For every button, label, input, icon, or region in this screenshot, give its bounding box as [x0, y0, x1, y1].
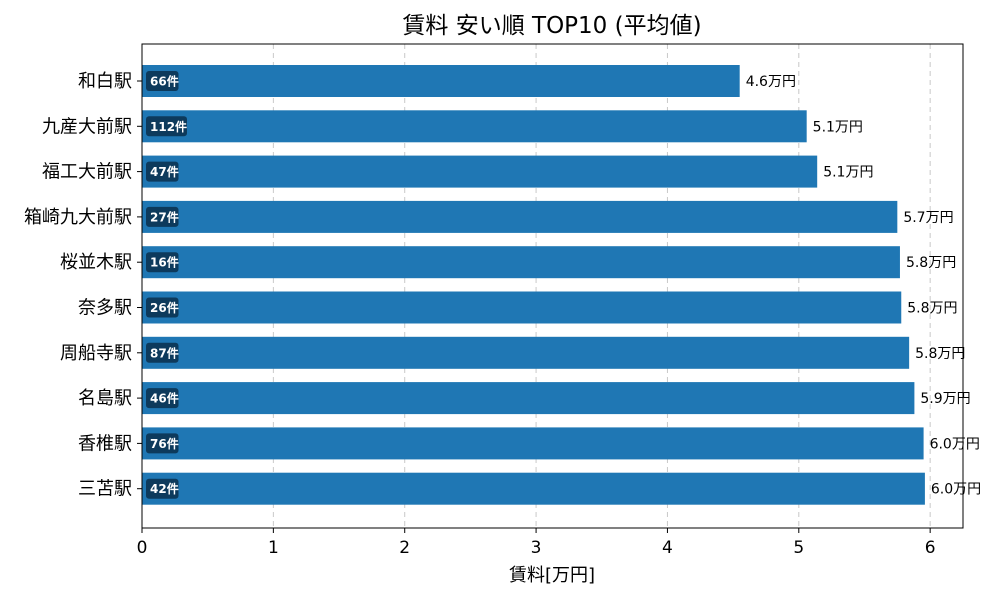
- count-badge: [146, 433, 179, 454]
- bar: [142, 291, 902, 324]
- value-label: 5.9万円: [920, 391, 970, 407]
- value-label: 4.6万円: [746, 74, 796, 90]
- bar: [142, 246, 900, 279]
- x-axis-label: 賃料[万円]: [509, 565, 595, 586]
- value-label: 6.0万円: [931, 482, 981, 498]
- x-tick-label: 0: [137, 538, 148, 558]
- value-label: 5.8万円: [906, 255, 956, 271]
- x-tick-label: 2: [399, 538, 410, 558]
- count-label: 46件: [150, 391, 179, 406]
- count-label: 47件: [150, 164, 179, 179]
- y-tick-label: 三苫駅: [78, 479, 132, 500]
- count-badge: [146, 206, 179, 227]
- bar: [142, 155, 818, 188]
- y-tick-label: 名島駅: [78, 388, 132, 409]
- bar: [142, 472, 925, 505]
- count-label: 42件: [150, 481, 179, 496]
- count-badge: [146, 116, 187, 137]
- y-tick-label: 香椎駅: [78, 433, 132, 454]
- count-label: 66件: [150, 74, 179, 89]
- count-label: 76件: [150, 436, 179, 451]
- value-label: 5.7万円: [903, 210, 953, 226]
- x-tick-label: 1: [268, 538, 279, 558]
- y-tick-label: 桜並木駅: [60, 252, 132, 273]
- bars: 66件 4.6万円 112件 5.1万円 47件 5.1万円 27件 5.7万円 16件 5.8万…: [142, 65, 981, 505]
- count-label: 26件: [150, 300, 179, 315]
- x-tick-label: 5: [793, 538, 804, 558]
- count-badge: [146, 342, 179, 363]
- count-badge: [146, 71, 179, 91]
- value-label: 5.8万円: [915, 346, 965, 362]
- count-badge: [146, 478, 179, 499]
- x-axis: 0 1 2 3 4 5 6: [137, 528, 936, 558]
- y-tick-label: 箱崎九大前駅: [24, 207, 132, 228]
- value-label: 5.1万円: [823, 165, 873, 181]
- bar: [142, 382, 915, 415]
- bar: [142, 200, 898, 233]
- count-badge: [146, 252, 179, 273]
- count-label: 112件: [150, 119, 187, 134]
- count-badge: [146, 297, 179, 318]
- y-tick-label: 九産大前駅: [42, 116, 132, 137]
- bar: [142, 336, 910, 369]
- x-tick-label: 4: [662, 538, 673, 558]
- y-tick-label: 福工大前駅: [42, 162, 132, 183]
- x-tick-label: 6: [925, 538, 936, 558]
- y-tick-label: 和白駅: [78, 71, 132, 92]
- bar: [142, 65, 740, 97]
- y-tick-label: 周船寺駅: [60, 343, 132, 364]
- count-label: 27件: [150, 209, 179, 224]
- value-label: 5.8万円: [907, 301, 957, 317]
- bar: [142, 110, 807, 143]
- count-badge: [146, 161, 179, 182]
- x-tick-label: 3: [531, 538, 542, 558]
- count-label: 16件: [150, 255, 179, 270]
- bar: [142, 427, 924, 460]
- plot-frame: [141, 43, 964, 529]
- count-label: 87件: [150, 345, 179, 360]
- value-label: 6.0万円: [930, 436, 980, 452]
- y-tick-label: 奈多駅: [78, 298, 132, 319]
- value-label: 5.1万円: [813, 119, 863, 135]
- chart-title: 賃料 安い順 TOP10 (平均値): [402, 13, 701, 39]
- count-badge: [146, 388, 179, 409]
